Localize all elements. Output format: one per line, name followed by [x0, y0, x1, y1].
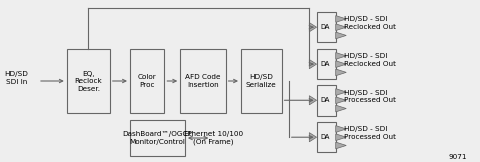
Polygon shape	[336, 61, 346, 68]
Text: HD/SD
Serialize: HD/SD Serialize	[246, 74, 276, 88]
Polygon shape	[309, 96, 317, 105]
Text: Color
Proc: Color Proc	[138, 74, 156, 88]
Polygon shape	[336, 89, 346, 95]
Text: Ethernet 10/100
(On Frame): Ethernet 10/100 (On Frame)	[184, 131, 243, 145]
Polygon shape	[336, 24, 346, 31]
Text: HD/SD
SDI In: HD/SD SDI In	[4, 71, 28, 85]
Polygon shape	[309, 60, 317, 69]
Polygon shape	[309, 23, 317, 32]
Polygon shape	[336, 142, 346, 149]
Text: HD/SD - SDI
Processed Out: HD/SD - SDI Processed Out	[344, 127, 396, 140]
Polygon shape	[336, 97, 346, 104]
Text: AFD Code
Insertion: AFD Code Insertion	[185, 74, 221, 88]
Polygon shape	[336, 52, 346, 59]
Polygon shape	[336, 32, 346, 39]
Text: DashBoard™/OGCP
Monitor/Control: DashBoard™/OGCP Monitor/Control	[122, 131, 192, 145]
Bar	[317, 85, 336, 116]
Bar	[241, 49, 282, 113]
Bar	[180, 49, 226, 113]
Polygon shape	[336, 134, 346, 141]
Text: DA: DA	[321, 61, 330, 67]
Bar	[130, 49, 164, 113]
Text: EQ,
Reclock
Deser.: EQ, Reclock Deser.	[74, 70, 102, 92]
Bar	[317, 122, 336, 152]
Polygon shape	[336, 105, 346, 112]
Text: HD/SD - SDI
Reclocked Out: HD/SD - SDI Reclocked Out	[344, 53, 396, 67]
Polygon shape	[309, 133, 317, 142]
Bar	[317, 49, 336, 79]
Polygon shape	[336, 126, 346, 132]
Text: DA: DA	[321, 24, 330, 30]
Text: HD/SD - SDI
Processed Out: HD/SD - SDI Processed Out	[344, 90, 396, 103]
Text: HD/SD - SDI
Reclocked Out: HD/SD - SDI Reclocked Out	[344, 16, 396, 30]
Bar	[130, 120, 185, 156]
Text: 9071: 9071	[449, 154, 468, 160]
Text: DA: DA	[321, 134, 330, 140]
Text: DA: DA	[321, 97, 330, 103]
Bar	[67, 49, 110, 113]
Polygon shape	[336, 69, 346, 76]
Polygon shape	[336, 16, 346, 22]
Bar	[317, 12, 336, 42]
